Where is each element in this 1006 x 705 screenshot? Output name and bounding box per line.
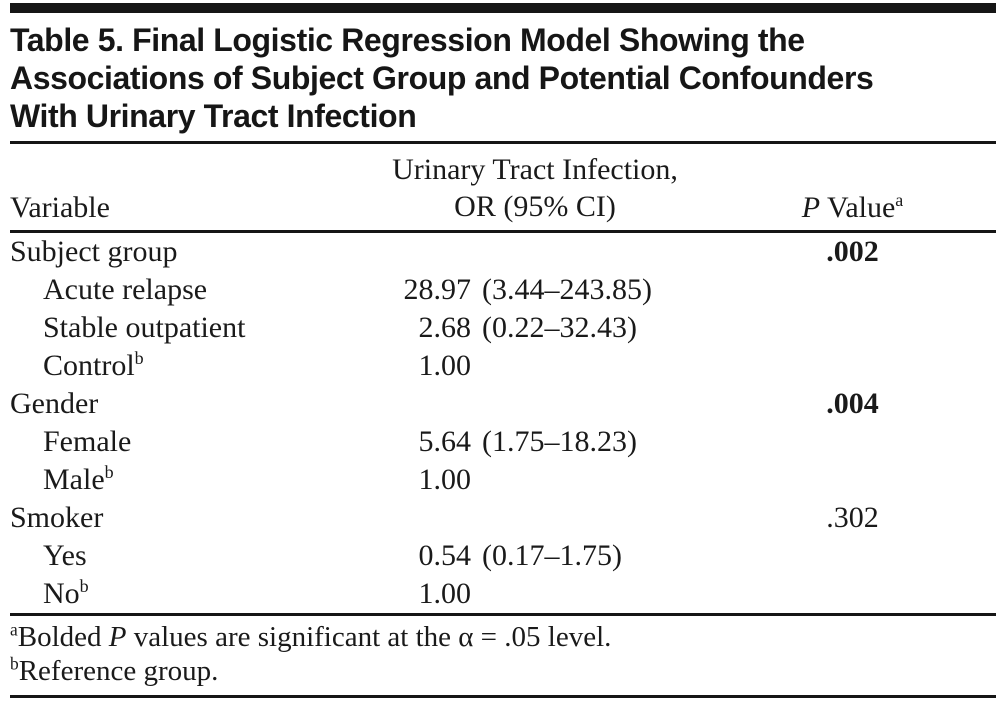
or-number: 1.00 xyxy=(418,349,472,382)
footnote-text: Reference group. xyxy=(18,655,219,687)
table-row: Controlb 1.00 xyxy=(10,347,996,385)
table-figure: Table 5. Final Logistic Regression Model… xyxy=(10,3,996,698)
row-label-text: Control xyxy=(43,349,135,382)
footnote-marker: a xyxy=(10,619,18,640)
or-number: 1.00 xyxy=(418,463,472,496)
column-headers: Variable Urinary Tract Infection, OR (95… xyxy=(10,144,996,230)
or-number: 2.68 xyxy=(418,311,472,344)
table-title: Table 5. Final Logistic Regression Model… xyxy=(10,21,996,135)
column-header-or-line-2: OR (95% CI) xyxy=(454,190,616,223)
table-row: Gender .004 xyxy=(10,385,996,423)
or-confidence-interval: (3.44–243.85) xyxy=(482,273,652,306)
row-label-sup: b xyxy=(79,576,89,596)
row-label-text: Male xyxy=(43,463,105,496)
pvalue-footnote-marker: a xyxy=(895,190,904,210)
row-label-sup: b xyxy=(104,462,114,482)
table-row: Acute relapse 28.97 (3.44–243.85) xyxy=(10,271,996,309)
row-label-text: No xyxy=(43,577,80,610)
or-number: 0.54 xyxy=(418,539,472,572)
row-label: Subject group xyxy=(10,233,177,271)
row-label-text: Gender xyxy=(10,387,99,420)
table-row: Stable outpatient 2.68 (0.22–32.43) xyxy=(10,309,996,347)
table-body: Subject group .002 Acute relapse 28.97 (3… xyxy=(10,233,996,613)
row-label: Controlb xyxy=(43,347,144,385)
or-confidence-interval: (0.22–32.43) xyxy=(482,311,637,344)
row-label: Gender xyxy=(10,385,98,423)
table-row: Nob 1.00 xyxy=(10,575,996,613)
table-title-line-3: With Urinary Tract Infection xyxy=(10,98,417,134)
row-label: Female xyxy=(43,423,131,461)
footnote-b: bReference group. xyxy=(10,654,996,688)
bottom-rule xyxy=(10,695,996,698)
row-label: Smoker xyxy=(10,499,103,537)
row-or-value: 28.97 (3.44–243.85) xyxy=(402,271,652,309)
row-or-value: 1.00 xyxy=(402,575,482,613)
row-or-value: 1.00 xyxy=(402,347,482,385)
row-or-value: 1.00 xyxy=(402,461,482,499)
row-label-sup: b xyxy=(134,348,144,368)
row-label: Acute relapse xyxy=(43,271,207,309)
table-title-line-1: Table 5. Final Logistic Regression Model… xyxy=(10,22,805,58)
table-title-line-2: Associations of Subject Group and Potent… xyxy=(10,60,874,96)
or-number: 5.64 xyxy=(418,425,472,458)
row-or-value: 0.54 (0.17–1.75) xyxy=(402,537,622,575)
footnote-marker: b xyxy=(10,653,19,674)
row-or-value: 5.64 (1.75–18.23) xyxy=(402,423,637,461)
row-label-text: Smoker xyxy=(10,501,104,534)
footnote-rule xyxy=(10,613,996,616)
row-or-value xyxy=(402,385,482,423)
row-or-value xyxy=(402,233,482,271)
column-header-or-line-1: Urinary Tract Infection, xyxy=(392,153,678,186)
table-row: Maleb 1.00 xyxy=(10,461,996,499)
column-header-pvalue: P Valuea xyxy=(780,191,925,225)
row-label-text: Female xyxy=(43,425,132,458)
table-row: Smoker .302 xyxy=(10,499,996,537)
footnote-a: aBolded P values are significant at the … xyxy=(10,620,996,654)
row-label: Nob xyxy=(43,575,89,613)
row-p-value: .004 xyxy=(826,387,879,420)
header-rule xyxy=(10,230,996,233)
row-label-text: Subject group xyxy=(10,235,178,268)
row-label: Stable outpatient xyxy=(43,309,245,347)
table-row: Subject group .002 xyxy=(10,233,996,271)
column-header-or: Urinary Tract Infection, OR (95% CI) xyxy=(235,151,835,225)
footnote-text: values are significant at the α = .05 le… xyxy=(126,621,612,653)
row-or-value: 2.68 (0.22–32.43) xyxy=(402,309,637,347)
column-header-variable: Variable xyxy=(10,191,110,224)
footnote-text: Bolded xyxy=(17,621,109,653)
title-rule xyxy=(10,141,996,144)
top-rule xyxy=(10,3,996,13)
row-p-value: .302 xyxy=(826,501,879,534)
pvalue-label-rest: Value xyxy=(820,191,896,224)
table-row: Female 5.64 (1.75–18.23) xyxy=(10,423,996,461)
or-confidence-interval: (0.17–1.75) xyxy=(482,539,622,572)
footnote-italic-p: P xyxy=(108,621,127,653)
row-or-value xyxy=(402,499,482,537)
or-confidence-interval: (1.75–18.23) xyxy=(482,425,637,458)
row-label-text: Yes xyxy=(43,539,87,572)
row-label: Maleb xyxy=(43,461,114,499)
table-row: Yes 0.54 (0.17–1.75) xyxy=(10,537,996,575)
footnotes: aBolded P values are significant at the … xyxy=(10,620,996,688)
or-number: 28.97 xyxy=(403,273,472,306)
row-label: Yes xyxy=(43,537,87,575)
row-label-text: Acute relapse xyxy=(43,273,208,306)
or-number: 1.00 xyxy=(418,577,472,610)
row-label-text: Stable outpatient xyxy=(43,311,246,344)
pvalue-italic-p: P xyxy=(801,191,821,224)
row-p-value: .002 xyxy=(826,235,879,268)
